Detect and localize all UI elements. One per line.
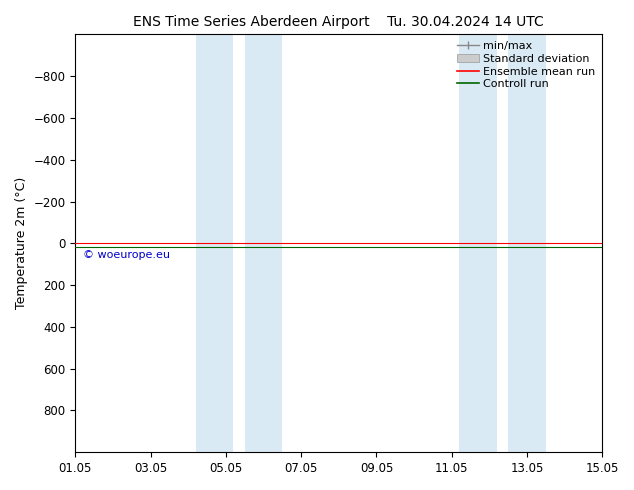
- Bar: [508, 34, 546, 452]
- Bar: [196, 34, 233, 452]
- Bar: [245, 34, 282, 452]
- Text: © woeurope.eu: © woeurope.eu: [83, 249, 170, 260]
- Title: ENS Time Series Aberdeen Airport    Tu. 30.04.2024 14 UTC: ENS Time Series Aberdeen Airport Tu. 30.…: [134, 15, 544, 29]
- Y-axis label: Temperature 2m (°C): Temperature 2m (°C): [15, 177, 28, 309]
- Bar: [459, 34, 497, 452]
- Legend: min/max, Standard deviation, Ensemble mean run, Controll run: min/max, Standard deviation, Ensemble me…: [452, 37, 600, 94]
